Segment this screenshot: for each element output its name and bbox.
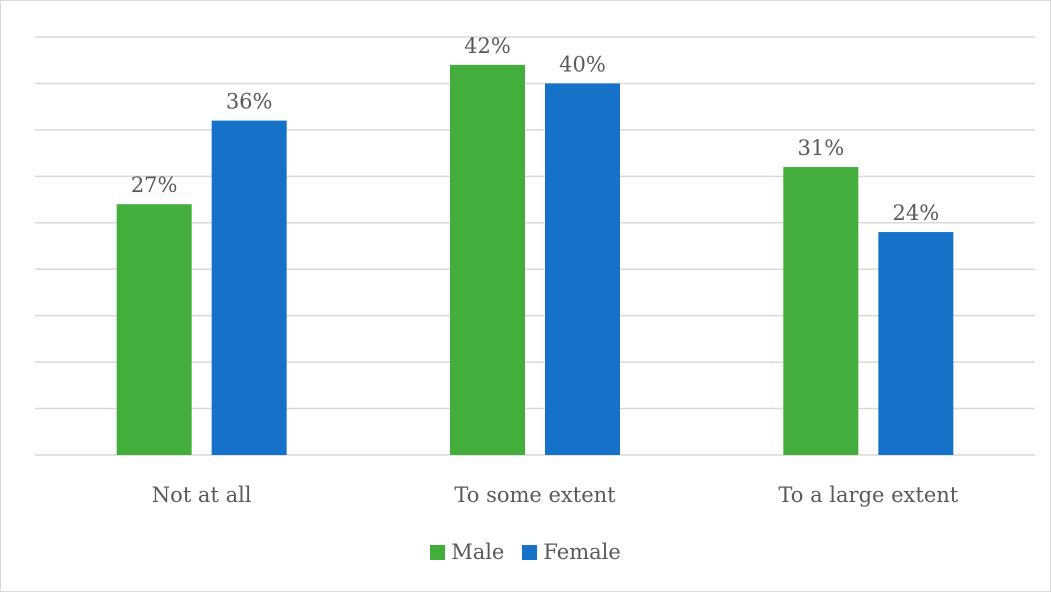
bar-male-2: [783, 167, 859, 456]
legend-swatch-male: [430, 544, 446, 560]
legend-item-male: Male: [430, 540, 504, 564]
data-label-female-1: 40%: [559, 52, 606, 76]
data-label-male-0: 27%: [131, 173, 178, 197]
data-label-male-1: 42%: [464, 34, 511, 58]
category-label-0: Not at all: [152, 483, 252, 507]
data-label-male-2: 31%: [797, 136, 844, 160]
category-label-2: To a large extent: [778, 483, 958, 507]
data-label-female-0: 36%: [226, 90, 273, 114]
bar-male-0: [116, 204, 192, 455]
legend-label-female: Female: [543, 540, 621, 564]
legend-item-female: Female: [522, 540, 621, 564]
data-label-female-2: 24%: [892, 201, 939, 225]
legend-label-male: Male: [451, 540, 505, 564]
bar-female-0: [211, 120, 287, 455]
bar-female-2: [878, 232, 954, 455]
legend: Male Female: [0, 540, 1051, 564]
category-label-1: To some extent: [454, 483, 616, 507]
legend-swatch-female: [522, 544, 538, 560]
bar-female-1: [545, 83, 620, 455]
bar-male-1: [450, 64, 525, 455]
